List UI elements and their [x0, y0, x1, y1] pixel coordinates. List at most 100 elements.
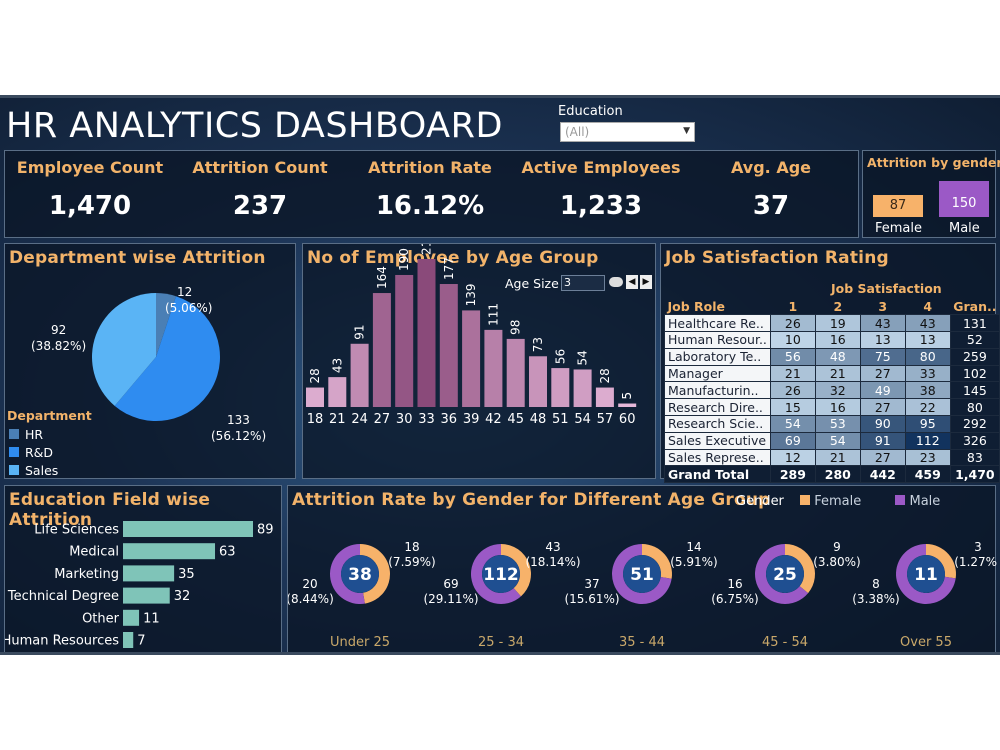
- table-row[interactable]: Research Scie.. 54 53 90 95 292: [664, 415, 1000, 433]
- donut-male-segment[interactable]: [330, 544, 365, 604]
- age-size-input[interactable]: 3: [561, 275, 605, 291]
- table-cell: 13: [859, 331, 906, 349]
- age-bar[interactable]: [395, 274, 414, 407]
- legend-item-sales[interactable]: Sales: [9, 463, 58, 478]
- education-bar[interactable]: [123, 521, 253, 537]
- table-cell: 22: [904, 398, 951, 417]
- donut-female-segment[interactable]: [785, 544, 815, 594]
- legend-swatch: [9, 465, 19, 475]
- job-satisfaction-column-header: Job Satisfaction: [831, 281, 942, 296]
- kpi-value: 1,470: [48, 191, 132, 221]
- pie-slice-sales[interactable]: [92, 293, 156, 406]
- age-bar[interactable]: [328, 377, 347, 407]
- education-bar[interactable]: [123, 565, 175, 582]
- education-bar[interactable]: [123, 632, 134, 648]
- age-tick-label: 30: [396, 412, 413, 427]
- education-filter-dropdown[interactable]: (All) ▼: [560, 122, 695, 142]
- donut-total: 112: [483, 565, 519, 585]
- table-row[interactable]: Manufacturin.. 26 32 49 38 145: [664, 381, 1000, 400]
- age-bar[interactable]: [306, 387, 324, 407]
- donut-male-segment[interactable]: [612, 544, 672, 604]
- table-cell: 12: [769, 448, 816, 467]
- donut-male-segment[interactable]: [896, 544, 956, 604]
- age-bar[interactable]: [439, 284, 458, 407]
- age-bar[interactable]: [595, 387, 614, 407]
- grand-total-row: Grand Total 289 280 442 459 1,470: [664, 465, 1000, 484]
- education-bar-value: 63: [219, 545, 236, 560]
- education-bar[interactable]: [123, 543, 216, 560]
- pie-slice-rd[interactable]: [114, 296, 220, 421]
- table-row[interactable]: Sales Represe.. 12 21 27 23 83: [664, 448, 1000, 467]
- age-bar[interactable]: [573, 369, 592, 407]
- age-bar-value: 43: [330, 358, 344, 373]
- education-bar[interactable]: [123, 609, 140, 626]
- female-attrition-box[interactable]: 87: [873, 195, 923, 217]
- age-bar[interactable]: [618, 403, 637, 407]
- table-cell: 54: [769, 415, 816, 433]
- education-filter-value: (All): [565, 125, 590, 139]
- grand-total-cell: 1,470: [949, 465, 1000, 484]
- donut-male-segment[interactable]: [471, 544, 521, 604]
- donut-male-pct: (15.61%): [564, 592, 619, 606]
- donut-female-segment[interactable]: [501, 544, 531, 597]
- decrement-icon[interactable]: ◀: [626, 275, 638, 289]
- legend-male-label[interactable]: Male: [909, 494, 941, 509]
- age-bar-value: 139: [464, 284, 478, 307]
- table-row[interactable]: Laboratory Te.. 56 48 75 80 259: [664, 347, 1000, 366]
- pie-slice-hr[interactable]: [156, 293, 177, 357]
- table-row[interactable]: Sales Executive 69 54 91 112 326: [664, 431, 1000, 450]
- chevron-down-icon[interactable]: ▼: [683, 126, 690, 136]
- legend-item-rd[interactable]: R&D: [9, 445, 53, 460]
- age-bar-value: 54: [576, 350, 590, 365]
- kpi-attrition-rate: Attrition Rate 16.12%: [350, 158, 510, 221]
- table-header-cell[interactable]: 1: [788, 298, 798, 314]
- donut-female-count: 9: [833, 540, 841, 554]
- legend-female-label[interactable]: Female: [814, 494, 862, 509]
- age-bar[interactable]: [372, 293, 391, 407]
- age-group-panel: No of Employee by Age Group Age Size 3 ◀…: [302, 243, 656, 479]
- education-field-bar-chart: Life Sciences 89 Medical 63 Marketing 35 Techn…: [5, 521, 274, 649]
- table-row[interactable]: Research Dire.. 15 16 27 22 80: [664, 398, 1000, 417]
- donut-female-segment[interactable]: [926, 544, 956, 579]
- table-row[interactable]: Manager 21 21 27 33 102: [664, 364, 1000, 383]
- table-row[interactable]: Healthcare Re.. 26 19 43 43 131: [664, 314, 1000, 333]
- legend-swatch: [9, 447, 19, 457]
- table-header-cell[interactable]: 4: [923, 298, 933, 314]
- department-attrition-panel: Department wise Attrition 12 (5.06%) 92 …: [4, 243, 296, 479]
- donut-male-count: 69: [443, 577, 458, 591]
- table-cell: 112: [904, 431, 951, 450]
- table-header-cell[interactable]: 3: [878, 298, 888, 314]
- table-cell: 15: [769, 398, 816, 417]
- age-tick-label: 33: [418, 412, 435, 427]
- table-cell: 19: [814, 314, 861, 333]
- donut-female-pct: (18.14%): [525, 555, 580, 569]
- gender-legend-title: Gender: [736, 494, 784, 509]
- age-bar[interactable]: [350, 343, 369, 407]
- age-bar[interactable]: [417, 259, 436, 407]
- job-role-cell: Research Scie..: [664, 415, 771, 433]
- donut-female-segment[interactable]: [642, 544, 672, 579]
- age-bar[interactable]: [462, 310, 481, 407]
- donut-female-segment[interactable]: [360, 544, 390, 604]
- age-bar[interactable]: [506, 338, 525, 407]
- age-bar[interactable]: [529, 356, 547, 407]
- table-cell: 26: [769, 381, 816, 400]
- age-bar[interactable]: [551, 368, 570, 407]
- table-header-cell[interactable]: Gran..: [953, 298, 997, 314]
- table-cell: 43: [904, 314, 951, 333]
- pie-label-sales-pct: (38.82%): [31, 339, 86, 353]
- table-cell: 56: [769, 347, 816, 366]
- department-pie-chart: 12 (5.06%) 92 (38.82%) 133 (56.12%): [31, 285, 266, 443]
- table-header-cell[interactable]: 2: [833, 298, 843, 314]
- male-attrition-box[interactable]: 150: [939, 181, 989, 217]
- table-row[interactable]: Human Resour.. 10 16 13 13 52: [664, 331, 1000, 349]
- increment-icon[interactable]: ▶: [640, 275, 652, 289]
- donut-female-pct: (1.27%): [954, 555, 997, 569]
- slider-handle-icon[interactable]: [609, 277, 623, 287]
- age-bar[interactable]: [484, 329, 503, 407]
- table-cell: 75: [859, 347, 906, 366]
- legend-item-hr[interactable]: HR: [9, 427, 43, 442]
- education-bar[interactable]: [123, 587, 170, 604]
- donut-male-segment[interactable]: [755, 544, 809, 604]
